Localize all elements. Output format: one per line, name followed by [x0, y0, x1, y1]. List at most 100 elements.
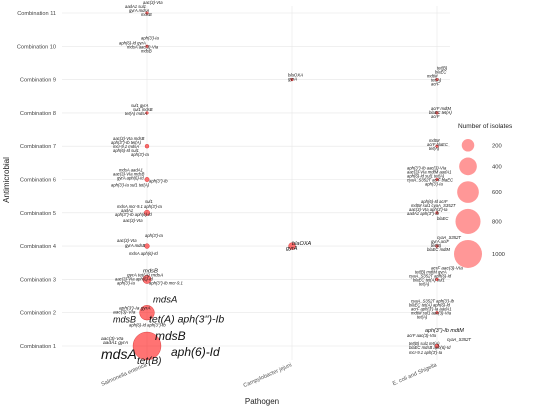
gene-label: tet(A) — [419, 281, 430, 286]
gene-label: cyaA_S352T aph(6)-Id — [409, 273, 452, 278]
y-tick-label: Combination 9 — [20, 78, 56, 84]
bubble — [435, 311, 439, 315]
gene-label: mcr-9.1 aph(3')-Ia — [409, 350, 443, 355]
legend-bubble — [461, 139, 475, 152]
gene-label: mdtM — [429, 138, 440, 143]
gene-label: aadA1 sul1 — [125, 4, 146, 9]
gene-label: aac(3)-VIa — [123, 218, 143, 223]
bubble — [435, 211, 439, 215]
gene-label: mdsA aadA1 — [119, 168, 143, 173]
gene-label: gyrA mdsA — [129, 8, 150, 13]
gene-label: blaEC tet(A) aph(6)-Id — [409, 303, 451, 308]
y-tick-label: Combination 4 — [20, 244, 56, 250]
gene-label: acrF aac(3)-VIa — [407, 333, 437, 338]
gene-label: aph(3'')-Ib mcr-9.1 — [149, 280, 183, 285]
gene-label: blaEC tet(A) sul1 — [413, 277, 445, 282]
gene-label: cyaA_S352T — [437, 235, 461, 240]
gene-label: tet(A) mdsA — [125, 111, 147, 116]
bubble — [290, 78, 294, 82]
gene-label: aph(3'')-Ib mdtM — [425, 328, 464, 334]
gene-label: cyaA_S352T aph(3')-Ib — [411, 299, 455, 304]
gene-label: sul1 gyrA — [131, 103, 149, 108]
legend-label: 1000 — [492, 252, 505, 258]
bubble — [144, 144, 150, 149]
gene-label: aph(3'')-Ib tet(A) — [111, 140, 142, 145]
gene-label: gyrA aph(6)-Id — [117, 176, 144, 181]
gene-label: aadA1 aph(3'')-Ib — [407, 211, 440, 216]
legend-bubble — [459, 157, 477, 176]
gene-label: aph(3')-Ia gyrA — [119, 306, 151, 312]
y-tick-label: Combination 5 — [20, 211, 56, 217]
gene-label: tet(A) — [417, 315, 428, 320]
gene-label: mdtM — [427, 74, 438, 79]
x-axis-title: Pathogen — [245, 397, 279, 406]
bubbles — [132, 11, 440, 361]
gene-label: sul1 mdsB — [133, 107, 153, 112]
gene-label: aph(6)-Id — [171, 345, 220, 359]
bubble — [435, 177, 439, 182]
bubble — [145, 11, 149, 15]
gene-label: mdsA — [101, 346, 137, 362]
legend-bubble — [455, 208, 481, 234]
y-axis-title: Antimicrobial — [2, 157, 11, 203]
gene-label: aac(3)-VIa mdsB — [113, 136, 145, 141]
gene-label: aph(3')-Ia — [425, 182, 443, 187]
gene-label: aph(3')-Ia — [117, 280, 135, 285]
gene-label: tet(B) — [437, 66, 448, 71]
gene-label: aph(6)-Id sul1 tet(A) — [407, 174, 445, 179]
bubble — [144, 243, 150, 249]
x-tick-label: E. coli and Shigella — [392, 362, 439, 387]
bubble — [288, 242, 296, 250]
legend-label: 600 — [492, 190, 502, 196]
y-tick-label: Combination 7 — [20, 144, 56, 150]
gene-label: aac(3)-VIa — [117, 238, 137, 243]
gene-label: mdtM sul1 cyaA_S352T — [411, 203, 456, 208]
gene-label: aph(3')-Ia sul1 tet(A) — [111, 183, 150, 188]
gene-label: aph(6)-Id gyrA — [119, 40, 146, 45]
gene-label: aadA1 gyrA — [103, 340, 128, 346]
gene-label: aph(6)-Id sul1 — [113, 148, 139, 153]
gene-label: acrF aph(3')-Ia aadA1 — [411, 307, 452, 312]
y-tick-label: Combination 11 — [17, 11, 56, 17]
gene-label: aph(3')-Ia — [131, 152, 149, 157]
y-tick-labels: Combination 1 Combination 2 Combination 3 C… — [17, 11, 56, 350]
gene-label: tet(A) aph(3'')-Ib — [149, 314, 224, 326]
gene-label: mcr-9.1 mdsA — [113, 144, 139, 149]
gene-label: aac(3)-VIa aph(3')-Ia — [409, 207, 448, 212]
gene-label: aph(6)-Id acrF — [421, 199, 448, 204]
bubble — [435, 277, 439, 281]
legend-bubble — [454, 239, 482, 268]
gene-label: gyrA — [286, 246, 298, 252]
gene-label: tet(B) — [431, 243, 442, 248]
gene-label: aph(6)-Id aph(3'')-Ib — [129, 323, 166, 328]
gene-label: aac(3)-VIa mdtM aadA1 — [407, 170, 451, 175]
gene-label: mdsB — [113, 315, 136, 325]
gene-label: acrF — [431, 114, 440, 119]
bubble — [132, 331, 162, 361]
gene-label: aac(3)-VIa mdsB — [113, 172, 145, 177]
bubble — [142, 275, 152, 284]
gene-label: tet(B) sul1 tet(A) — [409, 341, 440, 346]
legend-label: 800 — [492, 219, 502, 225]
bubble — [145, 111, 149, 115]
gene-label: tet(A) — [431, 78, 442, 83]
gene-label: aph(3')-Ia — [141, 35, 159, 40]
gene-label: aadA1 — [121, 208, 133, 213]
gene-label: mdsB — [143, 268, 158, 274]
gene-label: gyrA tet(A) mdsA — [127, 272, 163, 278]
bubble — [145, 44, 149, 48]
gene-label: mdsA — [153, 295, 177, 306]
gene-label: acrF — [431, 82, 440, 87]
gene-label: blaOXA — [292, 241, 312, 247]
legend-bubble — [457, 181, 479, 203]
gene-label: blaEC — [435, 70, 447, 75]
y-tick-label: Combination 6 — [20, 178, 56, 184]
y-tick-label: Combination 10 — [17, 44, 56, 50]
gridlines — [62, 6, 450, 360]
bubble — [435, 111, 439, 115]
gene-label: mdsA aac(3)-VIa — [127, 44, 159, 49]
size-legend: Number of isolates 200 400 600 800 1000 — [454, 123, 513, 268]
legend-title: Number of isolates — [458, 123, 513, 130]
gene-label: aph(3'')-Ib aph(6)-Id — [115, 212, 152, 217]
